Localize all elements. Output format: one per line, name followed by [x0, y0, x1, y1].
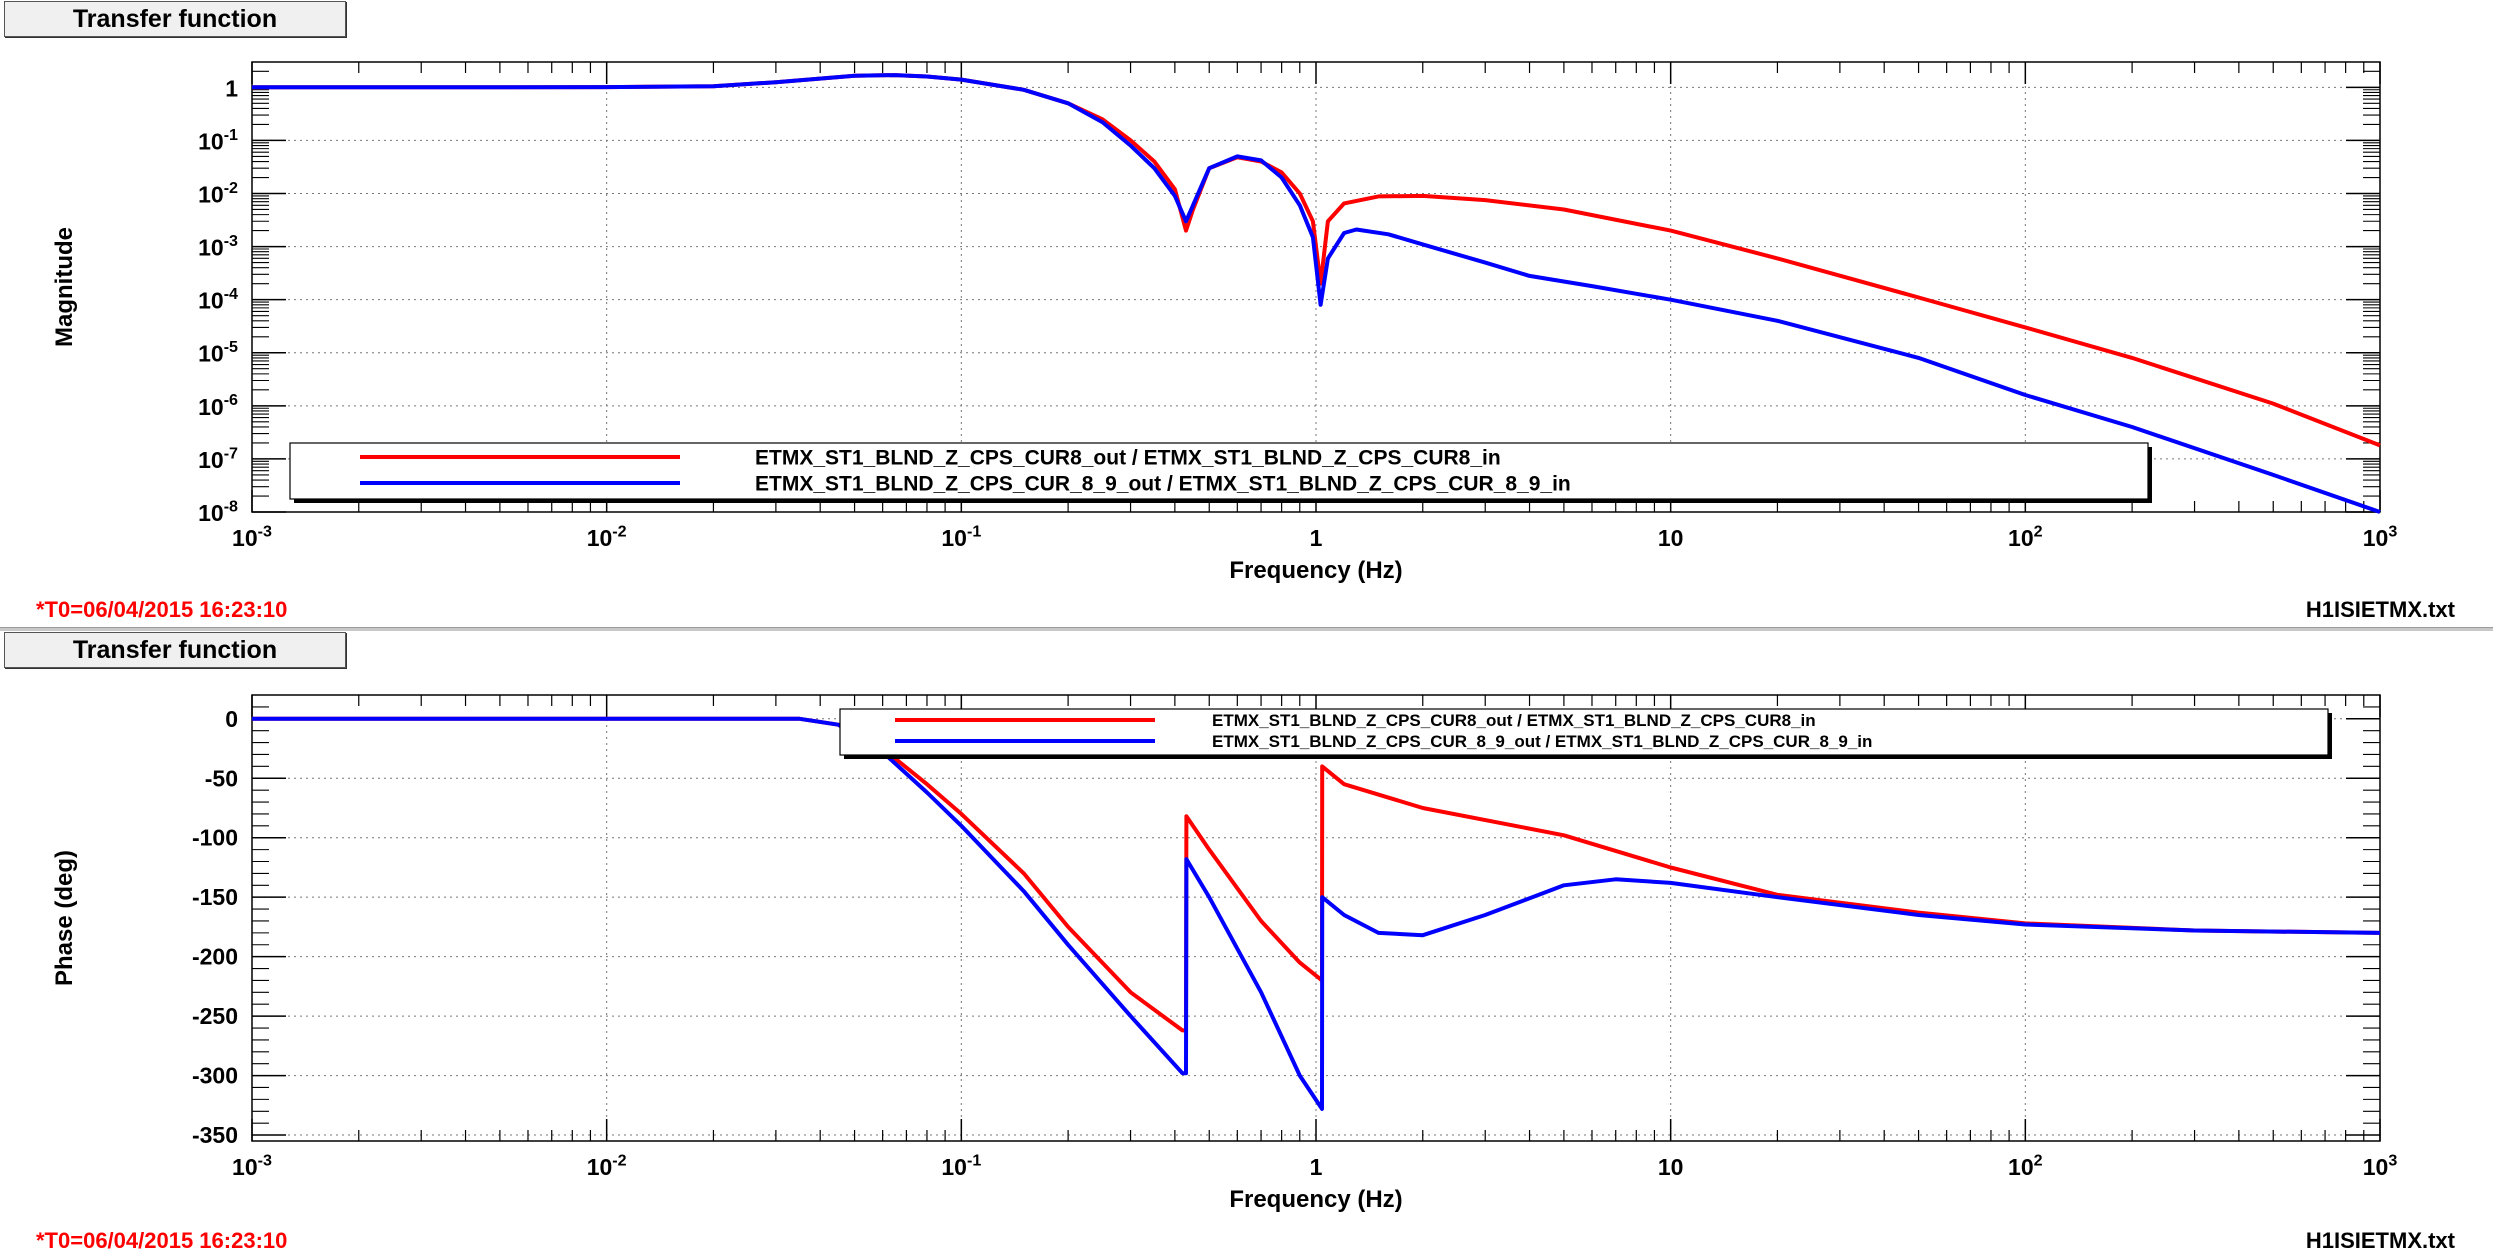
plot-frame — [251, 694, 2381, 1142]
y-tick-label: 10-5 — [198, 338, 238, 367]
panel-divider[interactable] — [0, 627, 2493, 632]
x-tick-label: 10-2 — [587, 522, 627, 551]
y-tick-label: 10-2 — [198, 179, 238, 208]
y-tick-label: 10-8 — [198, 497, 238, 526]
magnitude-chart: 10-3 10-2 10-1 1 10 102 103 1 10-1 10-2 10-3 10-4 10… — [51, 61, 2397, 584]
x-tick-label: 10 — [1658, 1154, 1684, 1180]
x-tick-label: 10-3 — [232, 1151, 272, 1180]
x-tick-label: 103 — [2363, 522, 2398, 551]
timestamp-label: *T0=06/04/2015 16:23:10 — [36, 1228, 288, 1253]
x-tick-label: 10-2 — [587, 1151, 627, 1180]
filename-label: H1ISIETMX.txt — [2305, 1228, 2455, 1253]
legend: ETMX_ST1_BLND_Z_CPS_CUR8_out / ETMX_ST1_… — [289, 442, 2152, 503]
y-tick-label: 10-4 — [198, 285, 238, 314]
panel-title: Transfer function — [4, 632, 346, 668]
x-axis-label: Frequency (Hz) — [1229, 557, 1402, 584]
legend-entry: ETMX_ST1_BLND_Z_CPS_CUR8_out / ETMX_ST1_… — [1212, 711, 1816, 730]
x-tick-label: 10 — [1658, 525, 1684, 551]
y-tick-label: 10-6 — [198, 391, 238, 420]
grid-lines — [252, 695, 2380, 1141]
legend-entry: ETMX_ST1_BLND_Z_CPS_CUR_8_9_out / ETMX_S… — [1212, 732, 1872, 751]
y-tick-label: -150 — [192, 884, 238, 910]
filename-label: H1ISIETMX.txt — [2305, 597, 2455, 622]
y-tick-label: -100 — [192, 825, 238, 851]
x-tick-label: 1 — [1310, 1154, 1323, 1180]
x-tick-label: 103 — [2363, 1151, 2398, 1180]
y-tick-label: -50 — [205, 765, 238, 791]
tick-labels: 10-3 10-2 10-1 1 10 102 103 0 -50 -100 -150 -200 -25… — [192, 706, 2397, 1180]
magnitude-panel: Transfer function 10-3 10-2 10-1 1 10 102 103 1… — [0, 0, 2493, 627]
y-axis-label: Phase (deg) — [51, 850, 78, 986]
phase-panel: Transfer function 10-3 10-2 10-1 1 10 102 103 0… — [0, 631, 2493, 1257]
plot-frame — [251, 61, 2381, 513]
x-tick-label: 10-3 — [232, 522, 272, 551]
phase-chart: 10-3 10-2 10-1 1 10 102 103 0 -50 -100 -150 -200 -25… — [51, 694, 2397, 1213]
y-tick-label: -200 — [192, 944, 238, 970]
legend: ETMX_ST1_BLND_Z_CPS_CUR8_out / ETMX_ST1_… — [839, 708, 2332, 759]
y-tick-label: -250 — [192, 1003, 238, 1029]
y-tick-label: 10-3 — [198, 232, 238, 261]
panel-title: Transfer function — [4, 1, 346, 37]
legend-entry: ETMX_ST1_BLND_Z_CPS_CUR8_out / ETMX_ST1_… — [755, 447, 1501, 470]
series-line-2 — [252, 73, 2381, 514]
y-tick-label: -350 — [192, 1122, 238, 1148]
y-tick-label: 10-1 — [198, 126, 238, 155]
y-axis-label: Magnitude — [51, 227, 78, 347]
y-tick-label: 1 — [225, 75, 238, 101]
x-tick-label: 10-1 — [941, 522, 981, 551]
y-tick-label: -300 — [192, 1063, 238, 1089]
timestamp-label: *T0=06/04/2015 16:23:10 — [36, 597, 288, 622]
y-tick-label: 0 — [225, 706, 238, 732]
x-tick-label: 102 — [2008, 1151, 2043, 1180]
x-tick-label: 1 — [1310, 525, 1323, 551]
legend-entry: ETMX_ST1_BLND_Z_CPS_CUR_8_9_out / ETMX_S… — [755, 473, 1571, 496]
tick-labels: 10-3 10-2 10-1 1 10 102 103 1 10-1 10-2 10-3 10-4 10… — [198, 75, 2397, 551]
x-tick-label: 102 — [2008, 522, 2043, 551]
x-tick-label: 10-1 — [941, 1151, 981, 1180]
x-axis-label: Frequency (Hz) — [1229, 1186, 1402, 1213]
y-tick-label: 10-7 — [198, 444, 238, 473]
